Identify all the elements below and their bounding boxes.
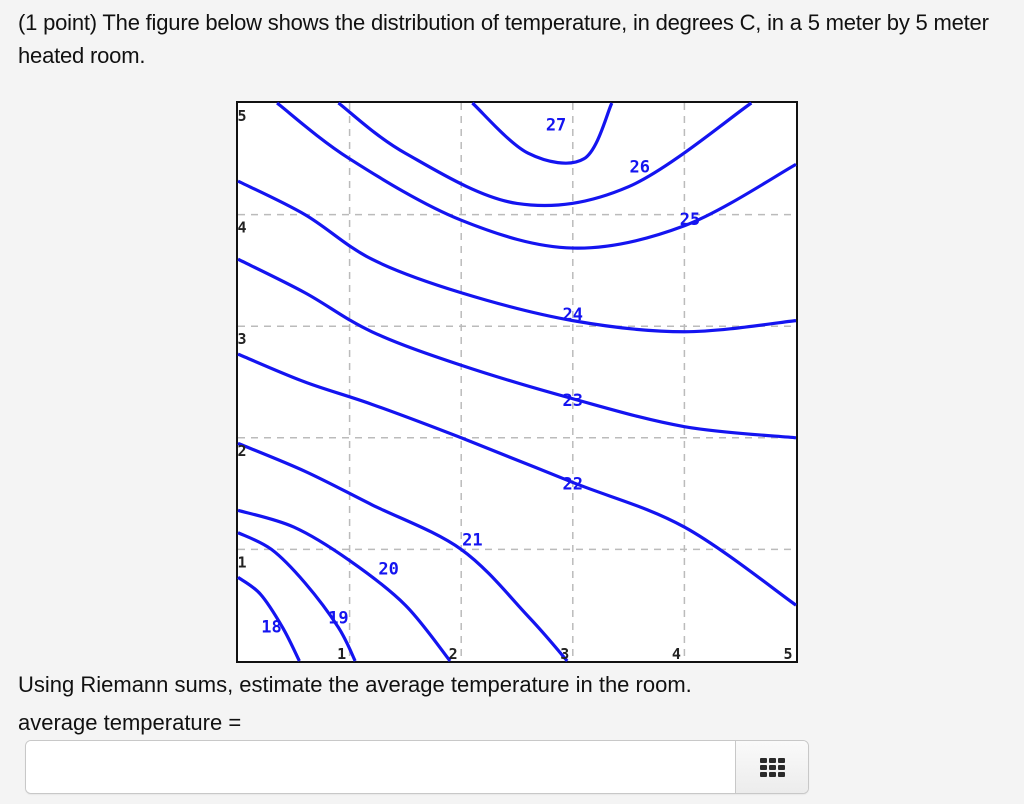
contour-line-23 xyxy=(237,257,797,440)
grid-keypad-icon xyxy=(759,757,785,777)
answer-field-group xyxy=(25,740,809,794)
contour-line-27 xyxy=(471,101,614,165)
y-tick-label: 4 xyxy=(237,219,246,237)
contour-label-24: 24 xyxy=(563,305,583,325)
contour-label-19: 19 xyxy=(328,609,348,629)
average-temperature-input[interactable] xyxy=(26,741,735,793)
question-prompt: Using Riemann sums, estimate the average… xyxy=(18,672,692,697)
contour-label-26: 26 xyxy=(630,158,650,178)
contour-line-22 xyxy=(237,352,797,607)
question-text: (1 point) The figure below shows the dis… xyxy=(18,10,989,68)
contour-line-21 xyxy=(237,441,569,663)
contour-line-19 xyxy=(237,531,357,662)
contour-label-27: 27 xyxy=(546,115,566,135)
contour-line-25 xyxy=(276,101,797,250)
x-tick-label: 4 xyxy=(672,645,681,663)
x-tick-label: 5 xyxy=(783,645,792,663)
temperature-contour-plot: 18 19 20 21 22 23 24 25 26 27 1 2 3 4 5 1 2 3 4 5 xyxy=(236,101,798,663)
contour-label-25: 25 xyxy=(680,210,700,230)
y-tick-label: 2 xyxy=(237,442,246,460)
contour-label-23: 23 xyxy=(563,391,583,411)
contour-label-20: 20 xyxy=(378,559,398,579)
equation-keypad-button[interactable] xyxy=(735,741,808,793)
x-tick-label: 2 xyxy=(449,645,458,663)
contour-line-18 xyxy=(237,575,301,662)
y-tick-label: 5 xyxy=(237,107,246,125)
contour-label-22: 22 xyxy=(563,475,583,495)
x-tick-label: 3 xyxy=(560,645,569,663)
y-tick-label: 1 xyxy=(237,553,246,571)
contour-label-21: 21 xyxy=(462,530,482,550)
contour-line-20 xyxy=(237,508,452,662)
answer-label: average temperature = xyxy=(18,710,242,735)
x-tick-label: 1 xyxy=(337,645,346,663)
contour-line-26 xyxy=(337,101,753,208)
contour-line-24 xyxy=(237,179,797,334)
y-tick-label: 3 xyxy=(237,330,246,348)
contour-label-18: 18 xyxy=(261,618,281,638)
